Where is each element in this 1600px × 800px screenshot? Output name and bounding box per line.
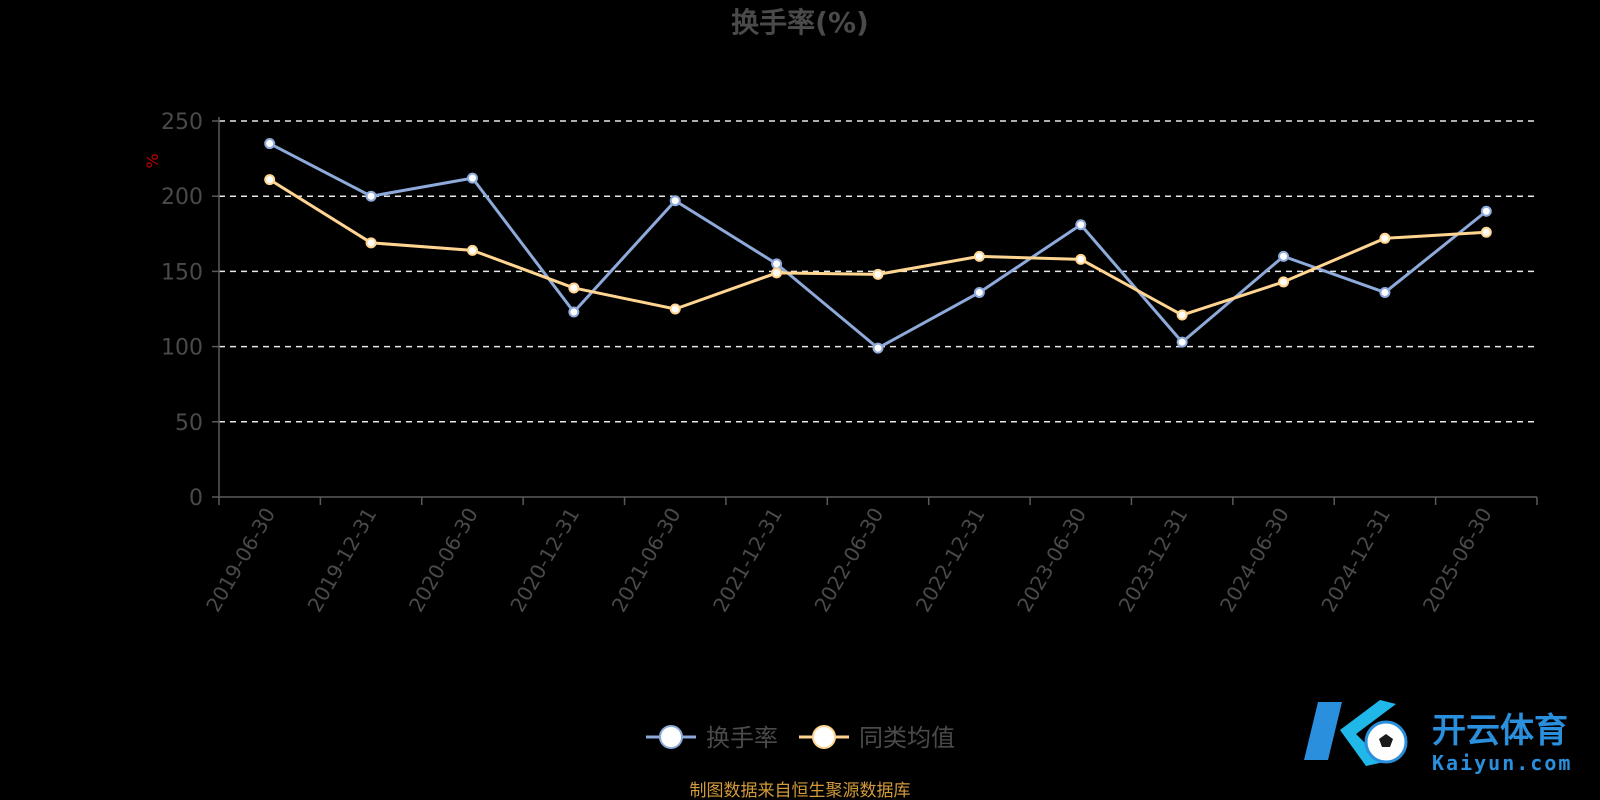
series-2-point[interactable] <box>669 303 681 315</box>
series-1-point[interactable] <box>365 190 377 202</box>
series-2-point[interactable] <box>1480 226 1492 238</box>
series-1-point[interactable] <box>1176 336 1188 348</box>
x-tick-label: 2022-12-31 <box>911 504 990 617</box>
y-axis-unit: % <box>143 153 162 168</box>
axes <box>218 117 1537 498</box>
y-tick-label: 50 <box>175 411 203 436</box>
x-tick-label: 2020-06-30 <box>404 504 483 617</box>
series-2-point[interactable] <box>365 237 377 249</box>
x-tick-label: 2022-06-30 <box>809 504 888 617</box>
logo-k-icon <box>1304 702 1342 760</box>
x-tick-label: 2023-06-30 <box>1012 504 1091 617</box>
data-source-note: 制图数据来自恒生聚源数据库 <box>690 781 911 800</box>
series-2-point[interactable] <box>1379 232 1391 244</box>
legend-marker <box>659 725 683 749</box>
y-tick-label: 100 <box>161 336 203 361</box>
series-1-point[interactable] <box>264 138 276 150</box>
series-line-1 <box>269 142 1488 350</box>
x-tick-label: 2019-06-30 <box>201 504 280 617</box>
y-axis-ticks: 0 50 100 150 200 250 <box>161 110 219 511</box>
x-tick-label: 2024-12-31 <box>1316 504 1395 617</box>
series-1-point[interactable] <box>568 306 580 318</box>
legend[interactable]: 换手率 同类均值 <box>646 724 955 752</box>
watermark-text: 开云体育 <box>1432 711 1568 751</box>
legend-marker <box>812 725 836 749</box>
series-2-point[interactable] <box>466 244 478 256</box>
watermark-logo: 开云体育 Kaiyun.com <box>1304 700 1572 775</box>
legend-label: 同类均值 <box>859 724 955 752</box>
series-2-point[interactable] <box>771 267 783 279</box>
series-1-point[interactable] <box>669 195 681 207</box>
series-2-point[interactable] <box>568 282 580 294</box>
y-tick-label: 200 <box>161 185 203 210</box>
y-tick-label: 150 <box>161 260 203 285</box>
series-1-point[interactable] <box>1379 286 1391 298</box>
series-group <box>264 138 1492 354</box>
series-1-point[interactable] <box>1075 219 1087 231</box>
series-2-point[interactable] <box>872 268 884 280</box>
legend-label: 换手率 <box>706 724 778 752</box>
series-1-point[interactable] <box>771 258 783 270</box>
series-2-point[interactable] <box>973 250 985 262</box>
y-tick-label: 0 <box>189 486 203 511</box>
x-tick-label: 2019-12-31 <box>303 504 382 617</box>
series-1-point[interactable] <box>466 172 478 184</box>
chart-title: 换手率(%) <box>731 6 869 39</box>
series-2-point[interactable] <box>1075 253 1087 265</box>
legend-item-1[interactable]: 换手率 <box>646 724 778 752</box>
x-tick-label: 2025-06-30 <box>1418 504 1497 617</box>
series-1-point[interactable] <box>1278 250 1290 262</box>
series-1-point[interactable] <box>973 286 985 298</box>
series-line-2 <box>268 178 1487 317</box>
series-2-point[interactable] <box>1176 309 1188 321</box>
y-tick-label: 250 <box>161 110 203 135</box>
x-tick-label: 2024-06-30 <box>1215 504 1294 617</box>
x-tick-label: 2020-12-31 <box>505 504 584 617</box>
watermark-subtext: Kaiyun.com <box>1432 751 1572 775</box>
series-2-point[interactable] <box>1278 276 1290 288</box>
series-2-point[interactable] <box>264 174 276 186</box>
x-tick-label: 2023-12-31 <box>1114 504 1193 617</box>
x-tick-label: 2021-06-30 <box>607 504 686 617</box>
series-1-point[interactable] <box>872 342 884 354</box>
x-axis-ticks: 2019-06-30 2019-12-31 2020-06-30 2020-12-31… <box>201 497 1538 617</box>
x-tick-label: 2021-12-31 <box>708 504 787 617</box>
legend-item-2[interactable]: 同类均值 <box>799 724 955 752</box>
series-1-point[interactable] <box>1480 205 1492 217</box>
